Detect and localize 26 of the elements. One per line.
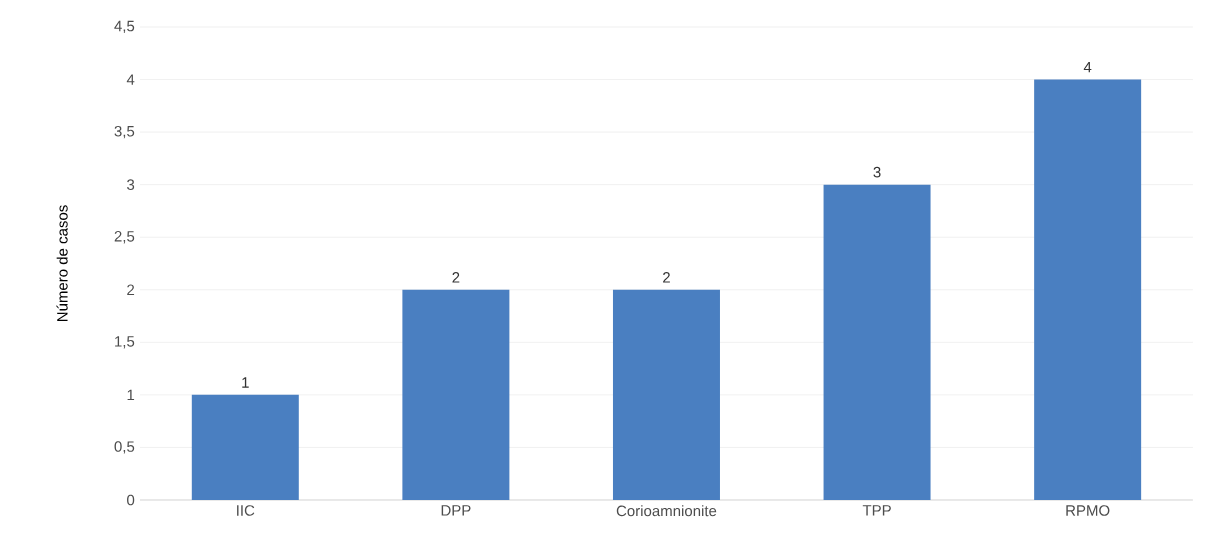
bar [1034, 79, 1142, 500]
y-tick-label: 4 [126, 74, 135, 85]
y-tick-label: 3,5 [114, 125, 135, 139]
data-label: 1 [242, 377, 249, 388]
y-tick-label: 4,5 [114, 20, 135, 34]
bar [612, 289, 720, 500]
bar [191, 394, 299, 500]
y-tick-label: 0 [127, 494, 135, 506]
data-label: 4 [1083, 62, 1092, 73]
x-tick-label: IIC [237, 505, 255, 516]
x-tick-label: RPMO [1066, 505, 1110, 516]
y-tick-label: 3 [127, 179, 135, 190]
data-label: 3 [873, 166, 881, 178]
y-tick-label: 2,5 [114, 231, 135, 244]
data-label: 2 [452, 272, 460, 283]
y-tick-label: 2 [127, 284, 135, 295]
x-tick-label: DPP [441, 505, 471, 516]
bar [823, 184, 931, 500]
y-tick-label: 0,5 [114, 441, 135, 454]
data-label: 2 [663, 272, 670, 283]
x-tick-label: Corioamnionite [616, 505, 717, 517]
y-axis-title: Número de casos [56, 205, 68, 322]
y-tick-label: 1 [127, 389, 135, 401]
bar [402, 289, 510, 500]
x-tick-label: TPP [862, 505, 891, 516]
y-tick-label: 1,5 [115, 336, 135, 349]
